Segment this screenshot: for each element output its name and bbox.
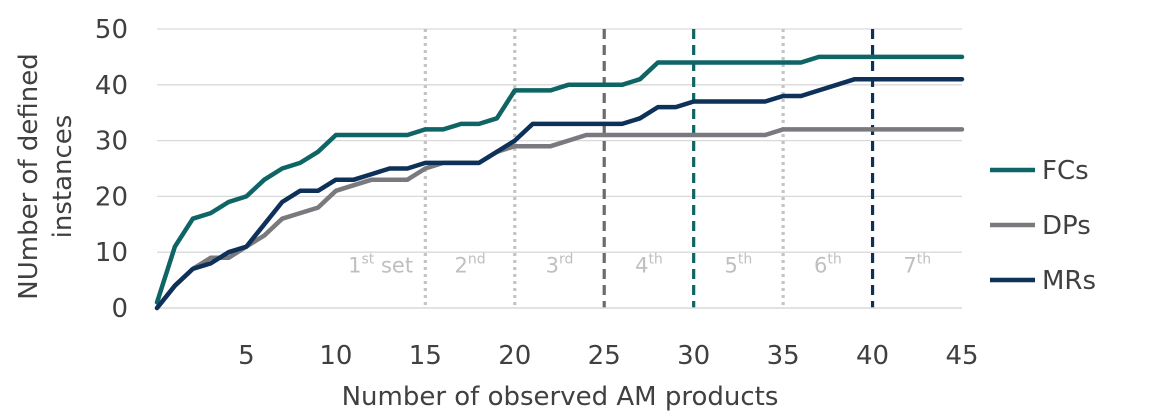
legend-label-dps: DPs <box>1042 211 1091 241</box>
x-tick-10: 10 <box>319 341 352 371</box>
y-tick-20: 20 <box>95 182 128 212</box>
y-tick-30: 30 <box>95 127 128 157</box>
x-tick-5: 5 <box>238 341 255 371</box>
set-label-5: 5th <box>725 251 753 277</box>
x-tick-25: 25 <box>588 341 621 371</box>
y-axis-title: NUmber of defined instances <box>14 53 78 299</box>
x-tick-20: 20 <box>498 341 531 371</box>
set-label-2: 2nd <box>454 251 485 277</box>
set-label-4: 4th <box>635 251 663 277</box>
y-tick-0: 0 <box>111 294 128 324</box>
set-dividers <box>423 29 875 308</box>
y-tick-50: 50 <box>95 15 128 45</box>
set-labels: 1st set 2nd 3rd 4th 5th 6th 7th <box>348 251 931 277</box>
x-tick-35: 35 <box>767 341 800 371</box>
x-tick-45: 45 <box>945 341 978 371</box>
y-tick-40: 40 <box>95 71 128 101</box>
y-tick-10: 10 <box>95 238 128 268</box>
y-axis-title-line-1: NUmber of defined <box>14 53 44 299</box>
y-axis-title-line-2: instances <box>48 115 78 239</box>
legend-label-fcs: FCs <box>1042 156 1089 186</box>
x-tick-30: 30 <box>677 341 710 371</box>
x-axis-title: Number of observed AM products <box>342 382 779 412</box>
set-label-3: 3rd <box>546 251 574 277</box>
legend-label-mrs: MRs <box>1042 266 1096 296</box>
legend: FCs DPs MRs <box>990 156 1096 296</box>
set-label-6: 6th <box>814 251 842 277</box>
x-tick-labels: 5 10 15 20 25 30 35 40 45 <box>238 341 978 371</box>
y-tick-labels: 0 10 20 30 40 50 <box>95 15 128 324</box>
x-tick-40: 40 <box>856 341 889 371</box>
series-line-fcs <box>154 54 965 305</box>
x-tick-15: 15 <box>409 341 442 371</box>
series-line-dps <box>154 127 965 311</box>
gridlines <box>157 28 962 253</box>
series-line-mrs <box>154 76 965 311</box>
set-label-7: 7th <box>903 251 931 277</box>
set-label-1: 1st set <box>348 251 413 277</box>
series-lines <box>154 54 965 311</box>
